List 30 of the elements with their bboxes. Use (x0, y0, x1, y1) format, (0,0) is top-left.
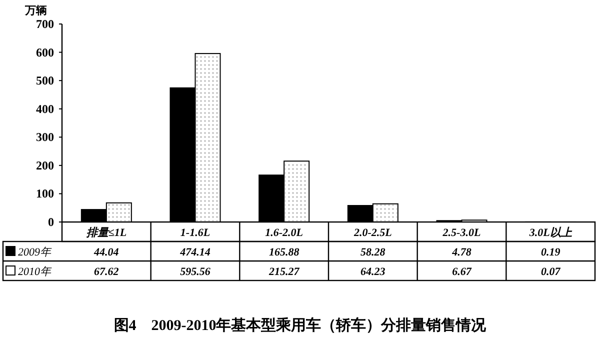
data-label: 215.27 (268, 266, 300, 278)
y-axis-title: 万辆 (24, 4, 47, 17)
legend-label: 2009年 (18, 246, 52, 258)
data-label: 6.67 (452, 266, 472, 278)
y-tick-label: 400 (36, 102, 54, 116)
x-tick-label: 1-1.6L (180, 227, 210, 239)
x-tick-label: 1.6-2.0L (265, 227, 304, 239)
y-tick-label: 600 (36, 45, 54, 60)
data-label: 67.62 (94, 266, 120, 278)
y-tick-label: 700 (36, 17, 54, 31)
data-label: 595.56 (180, 266, 211, 278)
text: 图4 2009-2010年基本型乘用车（轿车）分排量销售情况 (114, 316, 488, 334)
data-label: 0.07 (540, 266, 561, 278)
data-label: 64.23 (360, 266, 386, 278)
y-tick-label: 100 (36, 186, 54, 201)
data-label: 474.14 (179, 246, 211, 258)
x-tick-label: 2.5-3.0L (442, 227, 481, 239)
y-tick-label: 500 (36, 74, 54, 88)
y-tick-label: 300 (36, 130, 54, 144)
x-tick-label: 2.0-2.5L (352, 227, 392, 239)
data-label: 44.04 (93, 246, 120, 258)
y-tick-label: 200 (36, 158, 54, 172)
data-label: 4.78 (451, 246, 472, 258)
data-label: 0.19 (540, 246, 561, 258)
legend-label: 2010年 (18, 266, 52, 278)
data-label: 165.88 (268, 246, 300, 258)
x-tick-label: 3.0L以上 (528, 226, 573, 239)
x-tick-label: 排量≤1L (85, 226, 127, 239)
y-tick-label: 0 (48, 215, 54, 229)
data-label: 58.28 (360, 246, 386, 258)
